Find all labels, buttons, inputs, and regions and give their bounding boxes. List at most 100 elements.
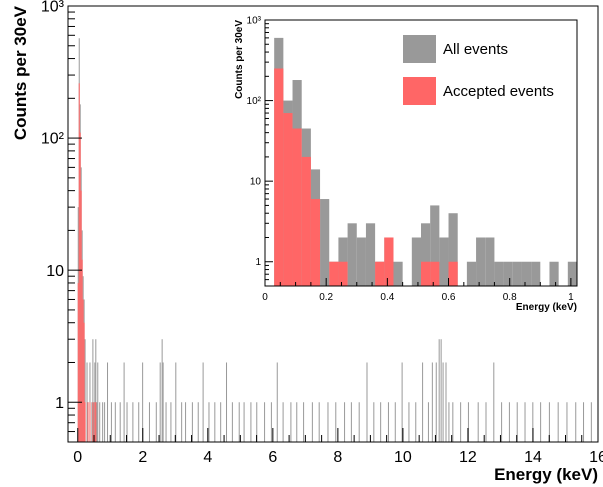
bar-all-events-96 — [557, 402, 559, 442]
bar-all-events-13 — [93, 402, 95, 442]
bar-all-events-15 — [421, 223, 431, 286]
x-tick-label-0: 0 — [73, 449, 82, 466]
bar-all-events-10 — [365, 223, 376, 286]
bar-all-events-26 — [126, 402, 128, 442]
bar-accepted-events-3 — [301, 156, 311, 286]
bar-accepted-events-5 — [329, 261, 339, 286]
bar-accepted-events-10 — [430, 261, 440, 286]
bar-all-events-80 — [442, 362, 444, 442]
main-plot-frame — [67, 5, 599, 443]
bar-all-events-83 — [452, 402, 454, 442]
bar-all-events-42 — [202, 362, 204, 442]
bar-all-events-28 — [567, 261, 577, 286]
legend-label-all-events: All events — [443, 41, 508, 58]
bar-accepted-events-7 — [375, 261, 385, 286]
bar-all-events-78 — [438, 339, 440, 442]
bar-all-events-22 — [494, 261, 504, 286]
bar-all-events-77 — [435, 362, 437, 442]
bar-all-events-72 — [408, 402, 410, 442]
bar-all-events-46 — [226, 362, 228, 442]
bar-all-events-24 — [512, 261, 522, 286]
legend-swatch-all-events — [403, 35, 436, 63]
bar-all-events-11 — [91, 402, 93, 442]
bar-accepted-events-2 — [79, 132, 81, 443]
legend-swatch-accepted-events — [403, 77, 436, 105]
bar-all-events-73 — [415, 402, 417, 442]
bar-accepted-events-6 — [83, 322, 85, 442]
main-y-axis-label: Counts per 30eV — [11, 5, 30, 140]
bar-all-events-45 — [220, 402, 222, 442]
bar-all-events-14 — [411, 237, 421, 286]
x-tick-label-4: 4 — [203, 449, 212, 466]
bar-all-events-20 — [476, 237, 486, 286]
bar-all-events-57 — [296, 402, 298, 442]
bar-all-events-69 — [387, 402, 389, 442]
bar-accepted-events-7 — [84, 402, 86, 442]
bar-all-events-32 — [159, 362, 161, 442]
bar-all-events-91 — [516, 402, 518, 442]
bar-all-events-95 — [548, 402, 550, 442]
bar-all-events-39 — [185, 402, 187, 442]
inset-x-axis-label: Energy (keV) — [516, 302, 577, 313]
bar-all-events-13 — [393, 261, 403, 286]
inset-legend: All events Accepted events — [403, 35, 554, 105]
bar-all-events-26 — [531, 261, 541, 286]
bar-all-events-61 — [327, 402, 329, 442]
bar-all-events-29 — [142, 362, 144, 442]
bar-all-events-21 — [485, 237, 495, 286]
bar-accepted-events-0 — [77, 282, 79, 442]
bar-all-events-17 — [439, 237, 449, 286]
bar-all-events-37 — [175, 362, 177, 442]
bar-all-events-36 — [170, 402, 172, 442]
x-tick-label-2: 2 — [138, 449, 147, 466]
y-tick-label-0: 1 — [255, 257, 261, 268]
bar-all-events-65 — [358, 402, 360, 442]
bar-all-events-24 — [119, 402, 121, 442]
inset-bars-layer — [274, 37, 577, 286]
bar-all-events-63 — [344, 402, 346, 442]
x-tick-label-6: 6 — [268, 449, 277, 466]
bar-all-events-62 — [335, 402, 337, 442]
bar-all-events-20 — [104, 402, 106, 442]
bar-all-events-88 — [493, 362, 495, 442]
bar-all-events-8 — [347, 223, 357, 286]
bar-accepted-events-12 — [95, 402, 97, 442]
bar-all-events-34 — [162, 362, 164, 442]
bar-all-events-18 — [99, 402, 101, 442]
bar-all-events-98 — [575, 402, 577, 442]
bar-all-events-56 — [290, 402, 292, 442]
bar-accepted-events-9 — [89, 402, 91, 442]
bar-all-events-68 — [380, 402, 382, 442]
y-tick-label-3: 10³ — [41, 0, 65, 16]
bar-all-events-87 — [485, 402, 487, 442]
bar-all-events-48 — [238, 402, 240, 442]
bar-accepted-events-11 — [94, 402, 96, 442]
bar-accepted-events-5 — [82, 299, 84, 442]
y-tick-label-2: 10² — [41, 131, 65, 148]
bar-accepted-events-8 — [384, 237, 394, 286]
bar-all-events-41 — [197, 402, 199, 442]
bar-all-events-12 — [92, 339, 94, 442]
y-tick-label-3: 10³ — [247, 16, 262, 27]
x-tick-label-0: 0 — [262, 292, 268, 303]
x-tick-label-10: 10 — [394, 449, 412, 466]
bar-accepted-events-8 — [87, 402, 89, 442]
x-tick-label-0.6: 0.6 — [442, 292, 456, 303]
bar-all-events-17 — [97, 362, 99, 442]
inset-plot-frame — [264, 19, 578, 287]
bar-all-events-59 — [311, 402, 313, 442]
x-tick-label-8: 8 — [333, 449, 342, 466]
y-tick-label-1: 10 — [250, 177, 262, 188]
bar-all-events-67 — [373, 402, 375, 442]
x-tick-label-16: 16 — [589, 449, 603, 466]
bar-all-events-54 — [276, 362, 278, 442]
bar-all-events-30 — [148, 402, 150, 442]
x-tick-label-12: 12 — [459, 449, 477, 466]
inset-y-axis-label: Counts per 30eV — [234, 20, 245, 99]
main-bars-layer — [77, 38, 592, 443]
bar-all-events-25 — [123, 362, 125, 442]
bar-all-events-43 — [208, 402, 210, 442]
bar-all-events-84 — [460, 402, 462, 442]
bar-all-events-33 — [161, 339, 163, 442]
